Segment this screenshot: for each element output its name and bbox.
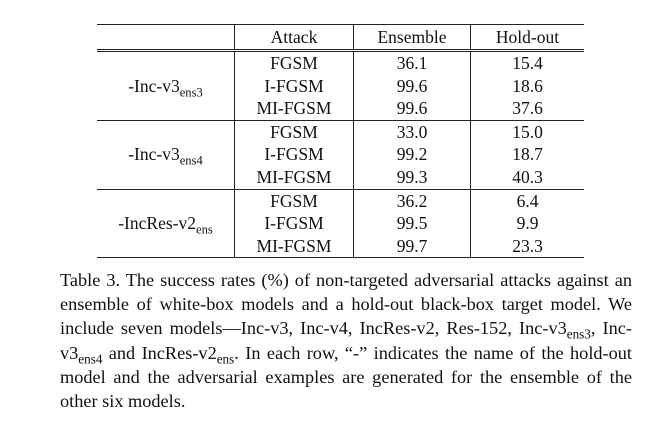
model-name-subscript: ens3 [179,85,203,99]
ensemble-cell: 99.3 [353,165,471,190]
holdout-cell: 40.3 [470,165,584,190]
attack-cell: MI-FGSM [234,234,354,258]
ensemble-cell: 36.1 [353,50,471,75]
caption-subscript: ens4 [78,351,103,367]
table-row: MI-FGSM 99.3 40.3 [97,165,584,190]
holdout-model-name: -IncRes-v2ens [97,189,235,258]
model-name-base: -Inc-v3 [128,144,180,165]
caption-text: Table 3. The success rates (%) of non-ta… [60,270,632,339]
ensemble-cell: 36.2 [353,189,471,213]
holdout-cell: 23.3 [470,234,584,258]
header-holdout: Hold-out [470,24,584,51]
holdout-model-name: -Inc-v3ens4 [97,120,235,189]
holdout-model-name: -Inc-v3ens3 [97,51,235,121]
table-row: -Inc-v3ens3 FGSM 36.1 15.4 [97,50,584,98]
model-group: -Inc-v3ens3 FGSM 36.1 15.4 I-FGSM 99.6 18.6 MI-… [97,50,584,121]
ensemble-cell: 33.0 [353,120,471,144]
model-group: -Inc-v3ens4 FGSM 33.0 15.0 I-FGSM 99.2 18.7 MI-… [97,120,584,190]
holdout-cell: 18.7 [470,143,584,166]
holdout-cell: 9.9 [470,212,584,235]
table-row: I-FGSM 99.2 18.7 [97,143,584,166]
model-name-base: -Inc-v3 [128,75,180,96]
table-row: MI-FGSM 99.6 37.6 [97,97,584,121]
header-row: Attack Ensemble Hold-out [97,24,584,51]
attack-cell: FGSM [234,189,354,213]
caption-subscript: ens [216,351,235,367]
attack-cell: FGSM [234,50,354,75]
attack-cell: I-FGSM [234,74,354,98]
attack-cell: I-FGSM [234,143,354,166]
table-row: -Inc-v3ens4 FGSM 33.0 15.0 [97,120,584,167]
table-row: I-FGSM 99.5 9.9 [97,212,584,235]
ensemble-cell: 99.5 [353,212,471,235]
holdout-cell: 37.6 [470,97,584,121]
table-row: I-FGSM 99.6 18.6 [97,74,584,98]
table-caption: Table 3. The success rates (%) of non-ta… [60,268,632,413]
results-table: Attack Ensemble Hold-out -Inc-v3ens3 FGSM… [97,24,584,258]
model-group: -IncRes-v2ens FGSM 36.2 6.4 I-FGSM 99.5 9.9 MI-… [97,189,584,258]
caption-subscript: ens3 [566,327,591,343]
model-name-subscript: ens4 [179,153,203,168]
model-name-subscript: ens [195,222,213,237]
model-name-base: -IncRes-v2 [118,213,196,234]
holdout-cell: 15.4 [470,50,584,75]
attack-cell: FGSM [234,120,354,144]
holdout-cell: 18.6 [470,74,584,98]
attack-cell: MI-FGSM [234,97,354,121]
ensemble-cell: 99.7 [353,234,471,258]
ensemble-cell: 99.2 [353,143,471,166]
holdout-cell: 6.4 [470,189,584,213]
ensemble-cell: 99.6 [353,74,471,98]
attack-cell: MI-FGSM [234,165,354,190]
header-model [97,25,235,51]
caption-text: and IncRes-v2 [102,342,217,363]
header-ensemble: Ensemble [353,24,471,51]
caption-text: , Inc-v3 [60,318,632,363]
holdout-cell: 15.0 [470,120,584,144]
caption-text: . In each row, “-” indicates the name of… [60,342,632,412]
header-attack: Attack [234,24,354,51]
table-row: -IncRes-v2ens FGSM 36.2 6.4 [97,189,584,236]
attack-cell: I-FGSM [234,212,354,235]
ensemble-cell: 99.6 [353,97,471,121]
table-header: Attack Ensemble Hold-out [97,24,584,51]
table-row: MI-FGSM 99.7 23.3 [97,234,584,258]
